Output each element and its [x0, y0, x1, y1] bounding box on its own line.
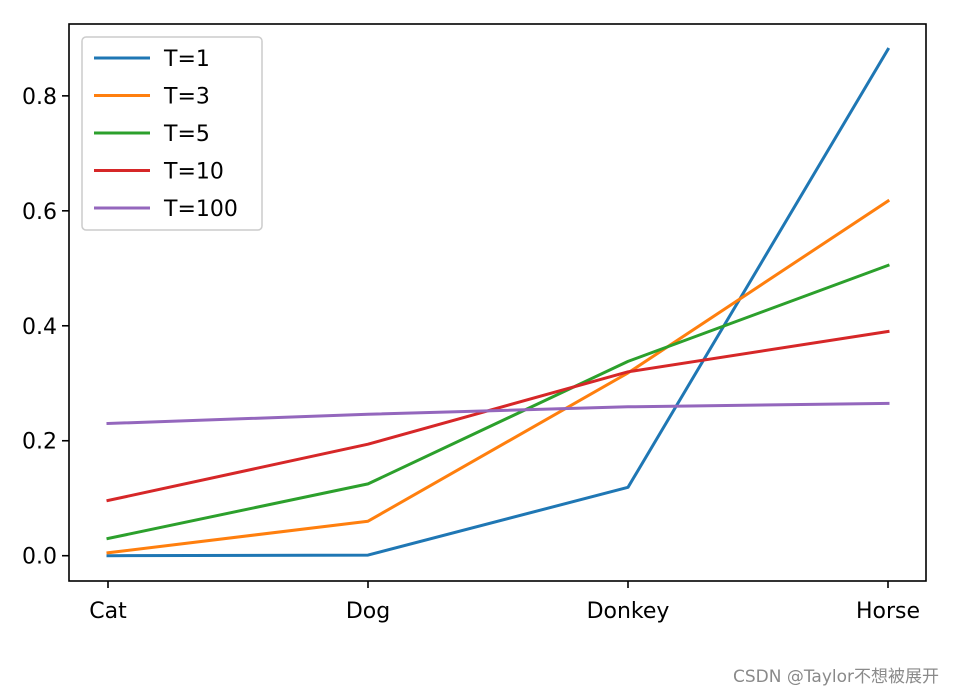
legend-label: T=5 [163, 122, 210, 147]
y-tick-label: 0.2 [22, 430, 57, 455]
legend-label: T=100 [163, 197, 238, 222]
watermark: CSDN @Taylor不想被展开 [732, 667, 939, 687]
x-tick-label: Dog [346, 599, 390, 624]
y-tick-label: 0.4 [22, 315, 57, 340]
series-line-t-5 [106, 263, 890, 541]
axis-ticks: 0.0 0.2 0.4 0.6 0.8 Cat Dog Donkey Horse [22, 85, 920, 624]
series-lines [106, 47, 891, 558]
series-line-t-1 [106, 47, 891, 558]
axes [68, 23, 927, 582]
legend-label: T=10 [163, 160, 224, 185]
legend-label: T=1 [163, 47, 210, 72]
legend-label: T=3 [163, 85, 210, 110]
y-tick-label: 0.6 [22, 200, 57, 225]
x-tick-label: Cat [89, 599, 127, 624]
y-tick-label: 0.0 [22, 545, 57, 570]
legend: T=1 T=3 T=5 T=10 T=100 [81, 36, 263, 231]
legend-box [81, 36, 263, 231]
series-line-t-100 [106, 401, 890, 426]
plot-frame [68, 23, 927, 582]
y-tick-label: 0.8 [22, 85, 57, 110]
series-line-t-10 [106, 329, 890, 503]
x-tick-label: Horse [856, 599, 920, 624]
series-line-t-3 [106, 198, 891, 555]
x-tick-label: Donkey [587, 599, 670, 624]
